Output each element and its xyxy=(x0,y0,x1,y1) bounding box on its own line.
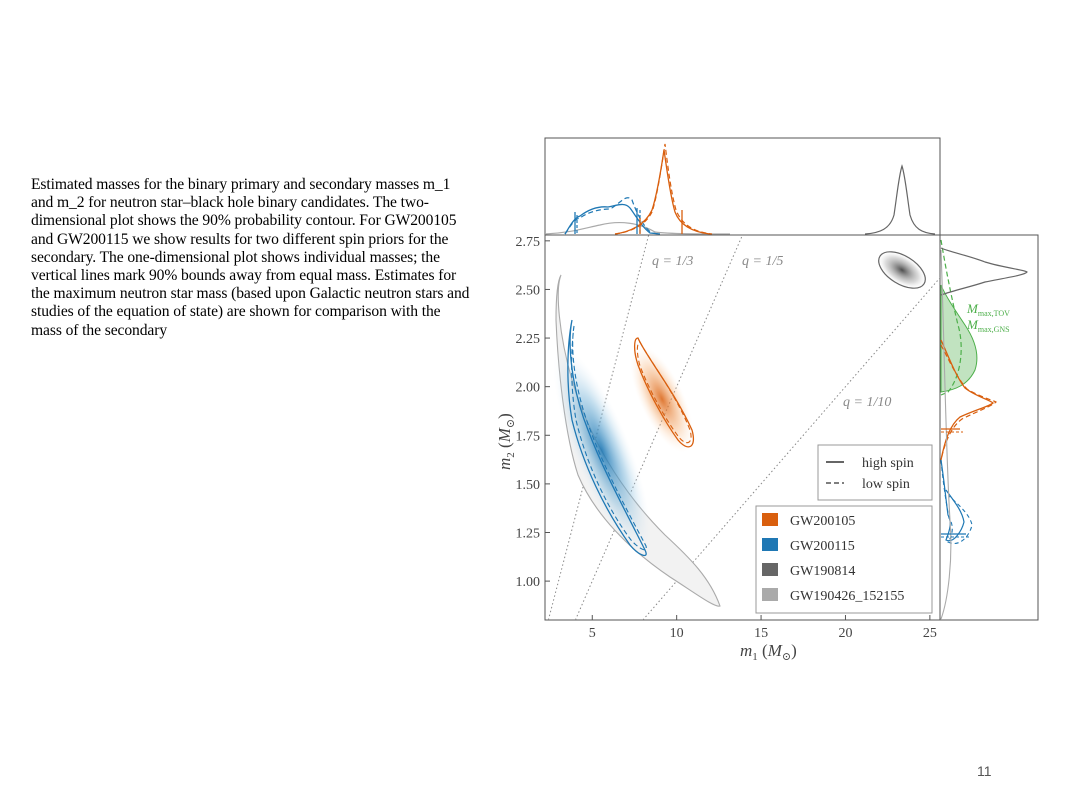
page-number: 11 xyxy=(977,763,992,779)
joint-posterior-panel: q = 1/3 q = 1/5 q = 1/10 high spin low s… xyxy=(544,234,941,621)
spin-legend: high spin low spin xyxy=(817,444,933,501)
m2-marginal-GW200105-low xyxy=(940,344,998,461)
contour-GW200115-low xyxy=(571,325,647,551)
m1-marginal-GW200105-low xyxy=(614,143,713,235)
mmax-gns-label: Mmax,GNS xyxy=(966,317,1010,334)
m2-marginal-GW200115-low xyxy=(940,459,973,544)
contour-GW200105-low xyxy=(636,341,692,444)
m2-marginal-panel: Mmax,TOV Mmax,GNS xyxy=(939,234,1039,621)
contour-GW190814 xyxy=(878,251,926,289)
event-legend-frame xyxy=(755,505,933,614)
legend-swatch-GW200115 xyxy=(762,538,778,551)
legend-label-GW190814: GW190814 xyxy=(790,564,855,579)
m2-marginal-GW190814 xyxy=(940,247,1028,296)
y-tick-label: 2.50 xyxy=(516,283,541,298)
q-label-1-5: q = 1/5 xyxy=(742,254,783,269)
m1-marginal-GW190814 xyxy=(864,164,936,235)
legend-label-GW200115: GW200115 xyxy=(790,539,855,554)
q-label-1-3: q = 1/3 xyxy=(652,254,693,269)
legend-label-GW200105: GW200105 xyxy=(790,514,855,529)
x-tick-label: 5 xyxy=(589,626,596,641)
density-GW190814 xyxy=(878,251,926,289)
legend-label-GW190426: GW190426_152155 xyxy=(790,589,904,604)
spin-legend-frame xyxy=(817,444,933,501)
y-tick-label: 1.25 xyxy=(516,527,541,542)
m2-marginal-GW200115-high xyxy=(940,459,965,542)
density-GW200105 xyxy=(630,345,694,453)
y-tick-label: 1.75 xyxy=(516,429,541,444)
m1-marginal-GW200105-high xyxy=(614,149,711,235)
m2-marginal-GW190426 xyxy=(940,249,952,620)
y-tick-label: 1.00 xyxy=(516,575,541,590)
main-panel-frame xyxy=(544,234,941,621)
y-tick-label: 2.25 xyxy=(516,332,541,347)
mass-posterior-figure: Mmax,TOV Mmax,GNS q = 1/3 q = 1/5 q = 1/… xyxy=(495,137,1039,663)
x-axis-label: m1 (M⊙) xyxy=(740,641,797,663)
right-panel-frame xyxy=(939,234,1039,621)
y-axis-ticks: 1.00 1.25 1.50 1.75 2.00 2.25 2.50 2.75 xyxy=(516,235,550,590)
event-legend: GW200105 GW200115 GW190814 GW190426_1521… xyxy=(755,505,933,614)
top-panel-frame xyxy=(544,137,941,236)
mmax-tov-label: Mmax,TOV xyxy=(966,301,1010,318)
y-tick-label: 1.50 xyxy=(516,478,541,493)
x-tick-label: 20 xyxy=(838,626,852,641)
y-axis-label: m2 (M⊙) xyxy=(495,413,517,470)
m1-marginal-panel xyxy=(544,137,941,236)
mass-ratio-line xyxy=(642,277,940,620)
legend-swatch-GW190814 xyxy=(762,563,778,576)
mmax-GNS-curve xyxy=(940,239,962,396)
contour-GW200115-high xyxy=(567,319,647,557)
legend-swatch-GW200105 xyxy=(762,513,778,526)
caption-text: Estimated masses for the binary primary … xyxy=(31,176,470,339)
q-label-1-10: q = 1/10 xyxy=(843,395,891,410)
x-tick-label: 15 xyxy=(754,626,768,641)
legend-high-spin-label: high spin xyxy=(862,456,914,471)
x-tick-label: 25 xyxy=(923,626,937,641)
mmax-TOV-band xyxy=(940,284,978,393)
y-tick-label: 2.75 xyxy=(516,235,541,250)
legend-swatch-GW190426 xyxy=(762,588,778,601)
x-tick-label: 10 xyxy=(670,626,684,641)
y-tick-label: 2.00 xyxy=(516,381,541,396)
x-axis-ticks: 5 10 15 20 25 xyxy=(589,615,937,641)
legend-low-spin-label: low spin xyxy=(862,477,910,492)
figure-caption: Estimated masses for the binary primary … xyxy=(31,176,471,340)
mass-ratio-lines xyxy=(547,235,940,620)
